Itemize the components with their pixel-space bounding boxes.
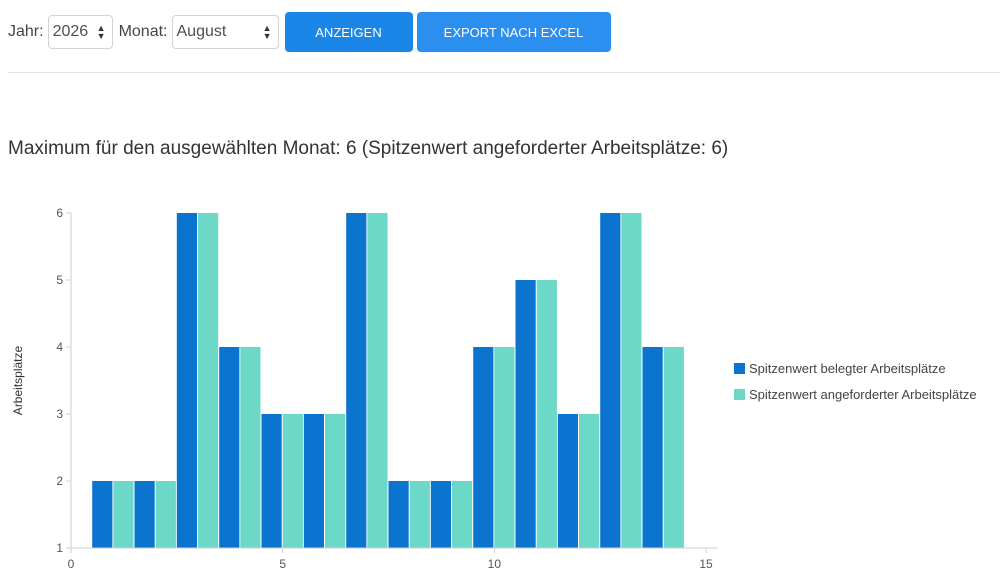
- year-label: Jahr:: [8, 23, 44, 40]
- x-tick-label: 10: [488, 557, 502, 571]
- axes-layer: 1 2 3 4 5 6 0 5 10 15: [56, 206, 718, 571]
- bar-series-1: [303, 414, 324, 548]
- month-label: Monat:: [118, 23, 168, 40]
- select-arrows-icon: ▲ ▼: [262, 23, 272, 41]
- bar-series-1: [388, 481, 409, 548]
- y-axis-title: Arbeitsplätze: [11, 345, 25, 415]
- bar-series-1: [473, 347, 494, 548]
- y-tick-label: 4: [56, 340, 63, 354]
- x-tick-label: 15: [699, 557, 713, 571]
- select-arrows-icon: ▲ ▼: [96, 23, 106, 41]
- bar-series-2: [240, 347, 261, 548]
- bar-series-1: [515, 280, 536, 548]
- bar-series-2: [113, 481, 134, 548]
- bar-series-2: [452, 481, 473, 548]
- year-select-value: 2026: [52, 23, 89, 40]
- bar-series-2: [409, 481, 430, 548]
- bar-series-2: [325, 414, 346, 548]
- show-button[interactable]: ANZEIGEN: [284, 12, 413, 52]
- bar-series-1: [430, 481, 451, 548]
- bar-series-1: [600, 213, 621, 548]
- month-select[interactable]: August ▲ ▼: [171, 15, 279, 49]
- bar-series-2: [198, 213, 219, 548]
- divider: [8, 72, 1000, 73]
- bar-series-1: [92, 481, 113, 548]
- legend-swatch: [734, 389, 745, 400]
- bar-series-2: [536, 280, 557, 548]
- y-tick-label: 3: [56, 407, 63, 421]
- legend-swatch: [734, 363, 745, 374]
- bar-series-2: [155, 481, 176, 548]
- y-tick-label: 6: [56, 206, 63, 220]
- bar-series-1: [642, 347, 663, 548]
- x-tick-label: 0: [68, 557, 75, 571]
- month-select-value: August: [176, 23, 227, 40]
- bar-series-2: [621, 213, 642, 548]
- page-heading: Maximum für den ausgewählten Monat: 6 (S…: [8, 138, 729, 159]
- y-tick-label: 2: [56, 474, 63, 488]
- bars-layer: [92, 213, 684, 548]
- bar-series-2: [579, 414, 600, 548]
- bar-series-2: [663, 347, 684, 548]
- toolbar: Jahr: 2026 ▲ ▼ Monat: August ▲ ▼ ANZEIGEN …: [8, 12, 611, 52]
- bar-series-1: [176, 213, 197, 548]
- bar-series-1: [134, 481, 155, 548]
- y-tick-label: 5: [56, 273, 63, 287]
- bar-series-2: [494, 347, 515, 548]
- bar-series-1: [219, 347, 240, 548]
- legend-label: Spitzenwert belegter Arbeitsplätze: [749, 361, 946, 376]
- y-tick-label: 1: [56, 541, 63, 555]
- export-excel-button[interactable]: EXPORT NACH EXCEL: [416, 12, 611, 52]
- x-tick-label: 5: [279, 557, 286, 571]
- year-select[interactable]: 2026 ▲ ▼: [47, 15, 113, 49]
- bar-series-2: [282, 414, 303, 548]
- bar-series-1: [557, 414, 578, 548]
- legend: Spitzenwert belegter Arbeitsplätze Spitze…: [734, 361, 977, 402]
- bar-series-2: [367, 213, 388, 548]
- bar-series-1: [346, 213, 367, 548]
- bar-series-1: [261, 414, 282, 548]
- legend-label: Spitzenwert angeforderter Arbeitsplätze: [749, 387, 977, 402]
